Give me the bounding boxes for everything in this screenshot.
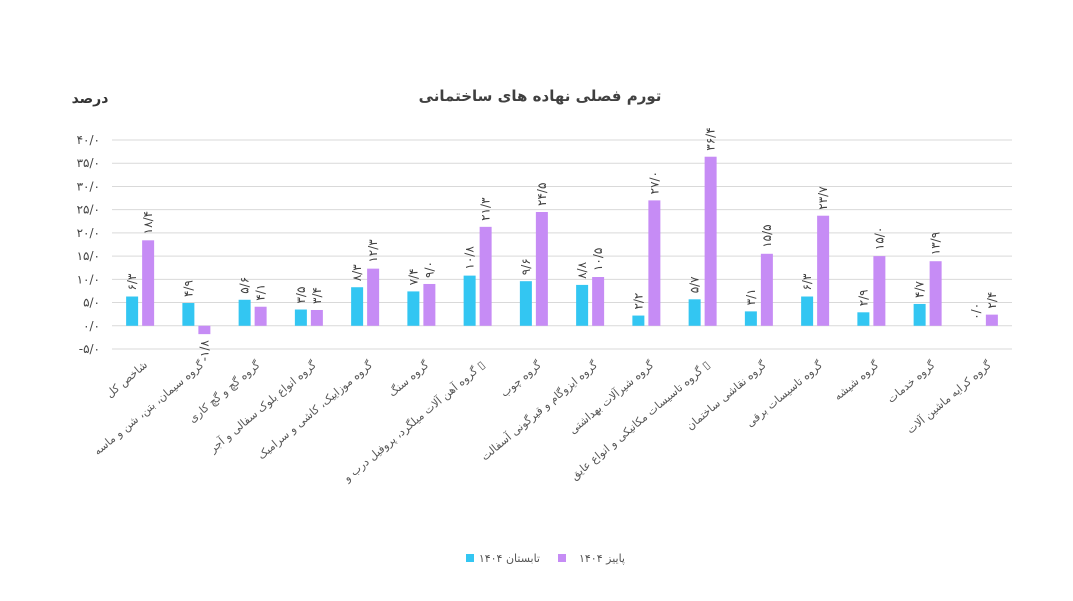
category-label: گروه سنگ [386, 358, 432, 399]
y-axis-label: درصد [72, 91, 109, 107]
data-label: ۵/۷ [688, 276, 702, 293]
data-label: ۱۸/۴ [141, 211, 155, 234]
y-tick-label: ۳۵/۰ [77, 156, 100, 170]
legend-label: پاییز ۱۴۰۴ [579, 552, 625, 565]
data-label: ۴/۹ [181, 280, 195, 297]
category-label: گروه خدمات [885, 358, 938, 406]
data-label: ۳/۱ [744, 288, 758, 305]
data-label: ۲۳/۷ [816, 186, 830, 210]
y-tick-label: ۱۰/۰ [77, 272, 100, 286]
y-tick-label: ۲۰/۰ [77, 226, 100, 240]
bar [632, 315, 645, 326]
data-label: ۴/۷ [913, 280, 927, 297]
data-label: ۳۶/۴ [704, 127, 718, 150]
bar [423, 283, 436, 326]
y-tick-label: -۵/۰ [79, 342, 100, 356]
bar [576, 284, 589, 326]
category-label: گروه چوب [498, 358, 544, 400]
data-label: ۱۰/۸ [463, 246, 477, 270]
bar [801, 296, 814, 326]
bar [913, 303, 926, 326]
data-label: ۲۱/۳ [479, 197, 493, 221]
category-label: گروه انواع بلوک سفالی و آجر [205, 357, 319, 456]
bar [744, 311, 757, 326]
y-tick-label: ۵/۰ [83, 296, 100, 310]
data-label: ۹/۰ [422, 261, 436, 278]
data-label: ۱۳/۹ [929, 232, 943, 255]
y-tick-label: ۲۵/۰ [77, 203, 100, 217]
data-label: ۱۵/۵ [760, 224, 774, 247]
data-label: ۲۴/۵ [535, 183, 549, 206]
bar [142, 240, 155, 326]
bar [688, 299, 701, 326]
data-label: ۳/۵ [294, 287, 308, 304]
bar [294, 309, 307, 326]
data-label: ۲/۹ [856, 289, 870, 306]
data-label: ۱۰/۵ [591, 248, 605, 271]
data-labels: ۶/۳ ۱۸/۴ ۴/۹ -۱/۸ ۵/۶ ۴/۱ ۳/۵ ۳/۴ ۸/۳۱۲/۳ ۷/۴ ۹/۰ ۱… [125, 127, 999, 361]
bar [367, 268, 380, 326]
bar [519, 281, 532, 326]
legend-label: تابستان ۱۴۰۴ [479, 552, 540, 565]
bar [648, 200, 661, 326]
data-label: -۱/۸ [197, 340, 211, 362]
y-axis-ticks: -۵/۰ ۰/۰ ۵/۰ ۱۰/۰ ۱۵/۰ ۲۰/۰ ۲۵/۰ ۳۰/۰ ۳۵/۰ ۴۰/۰ [77, 133, 100, 356]
data-label: ۱۵/۰ [872, 227, 886, 250]
category-label: گروه ایزوگام و قیرگونی آسفالت [478, 357, 601, 463]
legend-swatch [466, 554, 474, 562]
y-tick-label: ۴۰/۰ [77, 133, 100, 147]
legend: تابستان ۱۴۰۴ پاییز ۱۴۰۴ [466, 552, 625, 565]
data-label: ۹/۶ [519, 258, 533, 275]
bar [704, 156, 717, 326]
bar [351, 287, 364, 326]
category-label: گروه شیشه [831, 358, 881, 403]
data-label: ۴/۱ [254, 284, 268, 301]
data-label: ۵/۶ [238, 277, 252, 294]
data-label: ۲/۴ [985, 292, 999, 309]
data-label: ۲۷/۰ [647, 171, 661, 194]
category-label: گروه موزاییک، کاشی و سرامیک [255, 358, 376, 462]
bars [126, 156, 998, 335]
category-label: شاخص کل [103, 358, 150, 400]
bar [407, 291, 420, 326]
y-tick-label: ۱۵/۰ [77, 249, 100, 263]
data-label: ۶/۳ [800, 273, 814, 290]
bar [592, 277, 605, 326]
data-label: ۱۲/۳ [366, 239, 380, 263]
bar [929, 261, 942, 326]
data-label: ۳/۴ [310, 287, 324, 304]
y-tick-label: ۰/۰ [83, 319, 100, 333]
legend-swatch [558, 554, 566, 562]
bar [479, 226, 492, 326]
bar [254, 306, 267, 326]
bar [873, 256, 886, 326]
bar [760, 253, 773, 326]
y-tick-label: ۳۰/۰ [77, 179, 100, 193]
bar [198, 325, 211, 335]
bar [535, 211, 548, 326]
bar [238, 299, 251, 326]
data-label: ۸/۸ [575, 261, 589, 278]
bar [463, 275, 476, 326]
category-label: گروه سیمان، بتن، شن و ماسه [91, 358, 207, 458]
data-label: ۸/۳ [350, 264, 364, 281]
bar [126, 296, 139, 326]
data-label: ۶/۳ [125, 273, 139, 290]
bar [985, 314, 998, 326]
bar [182, 303, 195, 326]
data-label: ۰/۰ [969, 303, 983, 320]
bar [817, 215, 830, 326]
data-label: ۷/۴ [406, 268, 420, 285]
chart-title: تورم فصلی نهاده های ساختمانی [419, 87, 662, 105]
data-label: ۲/۲ [631, 293, 645, 310]
bar [310, 309, 323, 326]
bar [857, 312, 870, 326]
